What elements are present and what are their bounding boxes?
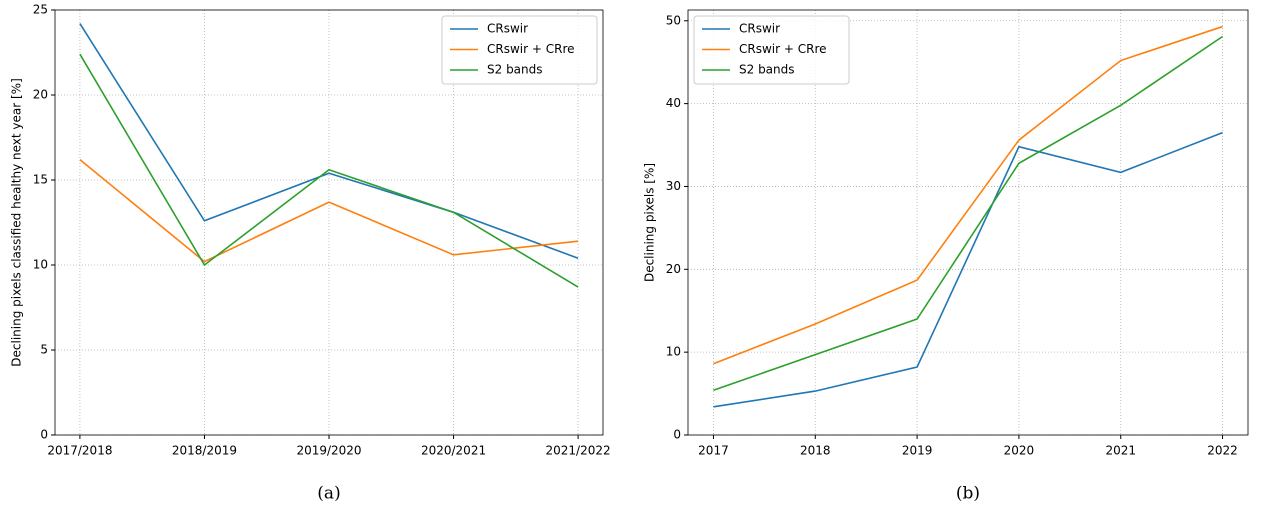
x-tick-label: 2017	[698, 444, 729, 458]
y-tick-label: 40	[666, 96, 681, 110]
y-tick-label: 20	[666, 262, 681, 276]
legend-label: CRswir	[739, 22, 780, 36]
x-tick-label: 2022	[1207, 444, 1238, 458]
x-tick-label: 2020	[1004, 444, 1035, 458]
series-line	[79, 158, 579, 263]
caption: (a)	[317, 484, 340, 504]
legend: CRswir CRswir + CRre S2 bands	[441, 15, 598, 85]
x-tick-label: 2020/2021	[421, 444, 486, 458]
legend: CRswir CRswir + CRre S2 bands	[693, 15, 850, 85]
chart: 0 10 20 30 40 50 2017 2018 2019 2020 2021 2022 Decli…	[643, 9, 1249, 504]
y-tick-label: 30	[666, 179, 681, 193]
series-line	[713, 131, 1223, 408]
series-line	[79, 53, 579, 288]
plot-frame	[687, 9, 1249, 436]
x-tick-label: 2017/2018	[47, 444, 112, 458]
y-tick-label: 10	[33, 258, 48, 272]
series-line	[713, 35, 1223, 392]
x-tick-label: 2018	[800, 444, 831, 458]
legend-label: CRswir + CRre	[739, 42, 827, 56]
y-axis-label: Declining pixels [%]	[643, 163, 657, 282]
y-tick-label: 25	[33, 3, 48, 17]
legend-label: S2 bands	[739, 63, 795, 77]
x-tick-label: 2021	[1105, 444, 1136, 458]
x-tick-label: 2019/2020	[296, 444, 361, 458]
y-tick-label: 20	[33, 88, 48, 102]
chart: 0 5 10 15 20 25 2017/2018 2018/2019 2019/2020 202…	[10, 3, 611, 504]
y-axis-label: Declining pixels classified healthy next…	[10, 78, 24, 366]
y-tick-label: 0	[40, 428, 48, 442]
legend-box	[693, 15, 850, 85]
y-tick-label: 10	[666, 345, 681, 359]
series-line	[713, 25, 1223, 365]
y-tick-label: 50	[666, 13, 681, 27]
legend-label: S2 bands	[487, 63, 543, 77]
x-tick-label: 2018/2019	[172, 444, 237, 458]
legend-label: CRswir	[487, 22, 528, 36]
y-tick-label: 5	[40, 343, 48, 357]
y-tick-label: 0	[673, 428, 681, 442]
caption: (b)	[956, 484, 980, 504]
x-tick-label: 2019	[902, 444, 933, 458]
legend-label: CRswir + CRre	[487, 42, 575, 56]
y-tick-label: 15	[33, 173, 48, 187]
legend-box	[441, 15, 598, 85]
series-line	[79, 23, 579, 259]
x-tick-label: 2021/2022	[546, 444, 611, 458]
plot-frame	[54, 9, 604, 436]
